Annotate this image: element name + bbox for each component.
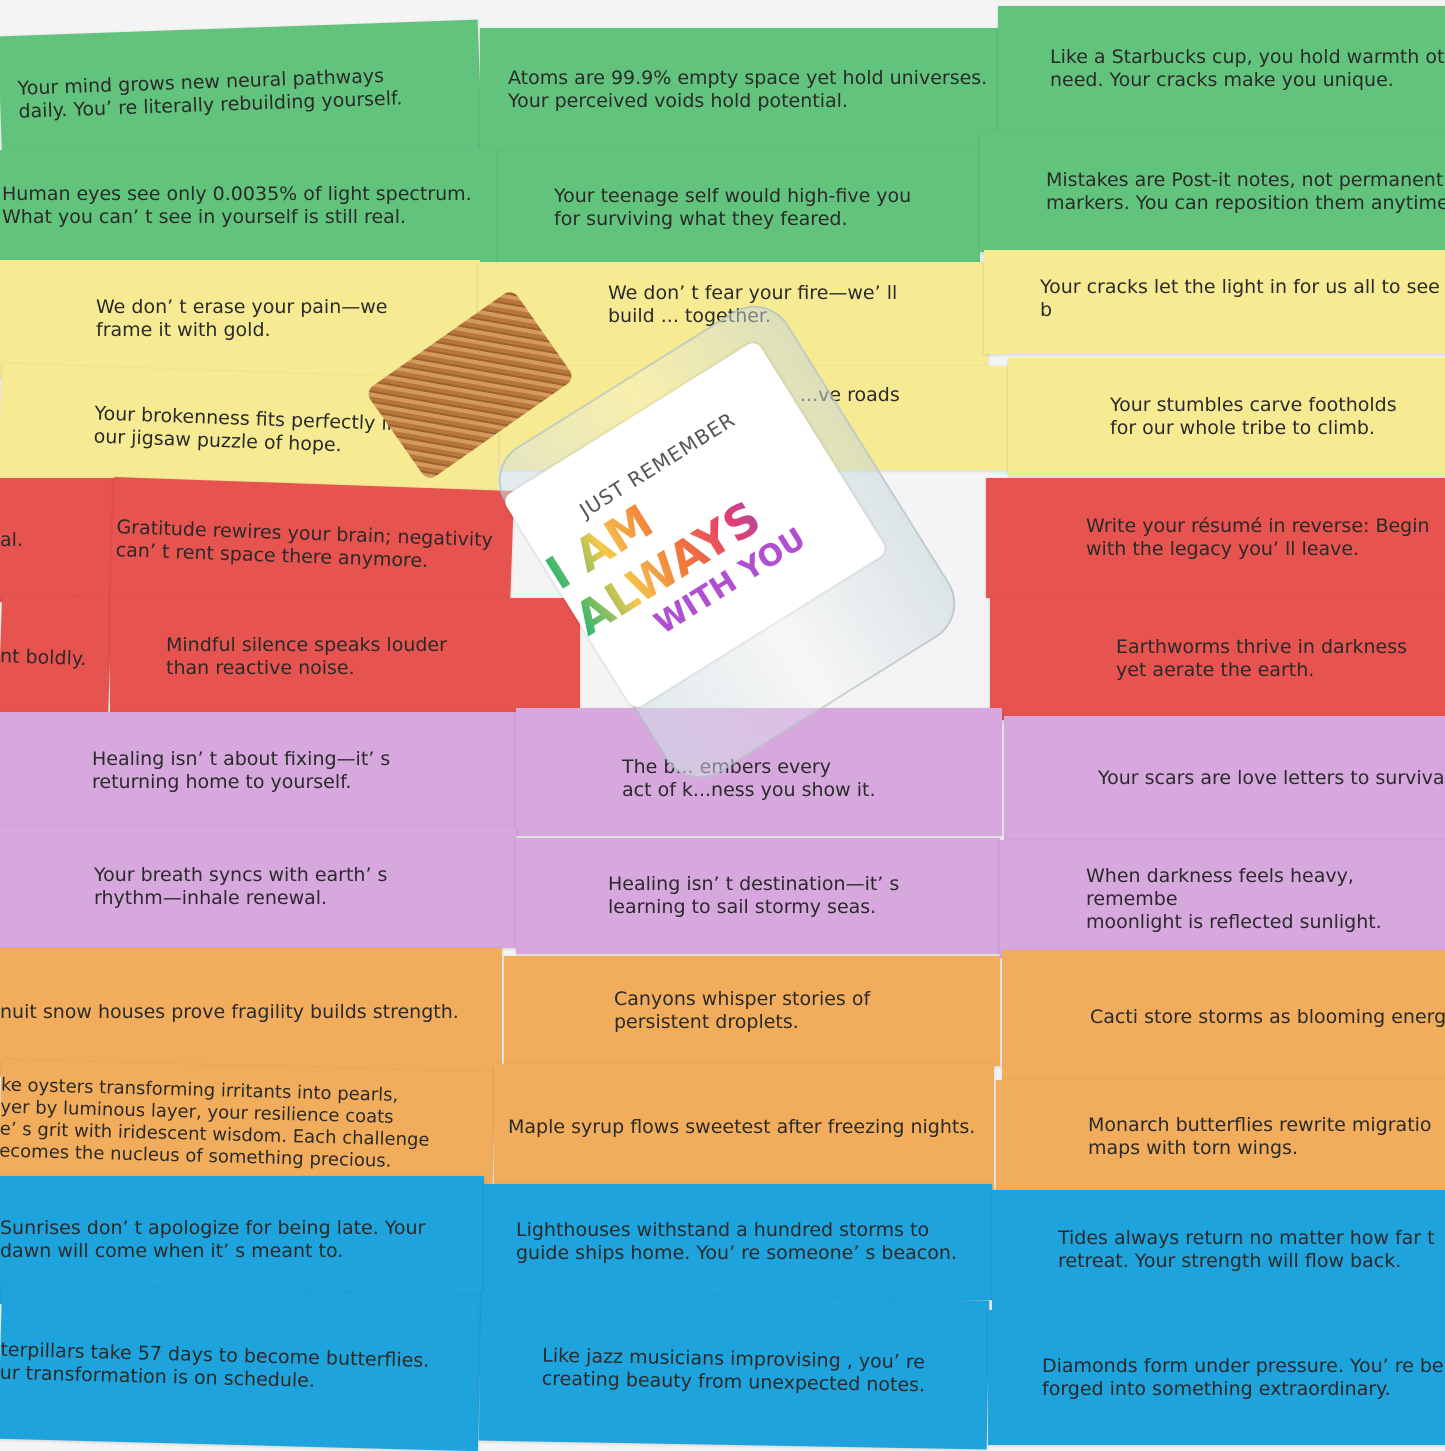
card-text: Monarch butterflies rewrite migratio map… xyxy=(1088,1114,1432,1159)
affirmation-card: Like jazz musicians improvising , you’ r… xyxy=(478,1291,990,1450)
affirmation-card: al. xyxy=(0,478,124,602)
glass-jar: JUST REMEMBER I AM ALWAYS WITH YOU xyxy=(364,288,971,794)
affirmation-card: Tides always return no matter how far t … xyxy=(992,1190,1445,1310)
affirmation-card: Write your résumé in reverse: Begin with… xyxy=(986,478,1445,598)
card-text: Your brokenness fits perfectly in our ji… xyxy=(93,402,399,457)
affirmation-card: Your stumbles carve footholds for our wh… xyxy=(1008,358,1445,476)
affirmation-card: nt boldly. xyxy=(0,594,113,722)
card-text: Diamonds form under pressure. You’ re be… xyxy=(1042,1354,1444,1400)
card-text: Lighthouses withstand a hundred storms t… xyxy=(516,1219,957,1264)
affirmation-card: nuit snow houses prove fragility builds … xyxy=(0,948,502,1076)
affirmation-card: We don’ t erase your pain—we frame it wi… xyxy=(0,260,480,378)
card-text: Healing isn’ t about fixing—it’ s return… xyxy=(92,748,391,793)
affirmation-card: Mistakes are Post-it notes, not permanen… xyxy=(980,132,1445,252)
card-text: When darkness feels heavy, remembe moonl… xyxy=(1086,864,1382,933)
card-text: Atoms are 99.9% empty space yet hold uni… xyxy=(508,67,988,112)
card-text: nuit snow houses prove fragility builds … xyxy=(0,1000,459,1023)
card-text: Your mind grows new neural pathways dail… xyxy=(17,64,403,123)
affirmation-card: Gratitude rewires your brain; negativity… xyxy=(109,477,515,615)
card-text: Like jazz musicians improvising , you’ r… xyxy=(541,1344,926,1396)
card-text: Your scars are love letters to surviva xyxy=(1098,766,1445,789)
card-text: Like a Starbucks cup, you hold warmth ot… xyxy=(1050,46,1445,91)
card-text: Mistakes are Post-it notes, not permanen… xyxy=(1046,169,1445,214)
card-text: Mindful silence speaks louder than react… xyxy=(166,634,447,679)
affirmation-card: Sunrises don’ t apologize for being late… xyxy=(0,1176,484,1304)
affirmation-card: Healing isn’ t about fixing—it’ s return… xyxy=(0,712,516,830)
card-text: Your cracks let the light in for us all … xyxy=(1040,276,1440,321)
affirmation-card: Monarch butterflies rewrite migratio map… xyxy=(996,1080,1445,1194)
affirmation-card: Cacti store storms as blooming energ xyxy=(1002,950,1445,1084)
affirmation-card: Lighthouses withstand a hundred storms t… xyxy=(484,1184,992,1300)
card-text: Maple syrup flows sweetest after freezin… xyxy=(508,1115,976,1138)
card-text: Gratitude rewires your brain; negativity… xyxy=(115,516,494,573)
card-text: Sunrises don’ t apologize for being late… xyxy=(0,1217,426,1262)
card-text: ke oysters transforming irritants into p… xyxy=(0,1074,430,1172)
card-text: Write your résumé in reverse: Begin with… xyxy=(1086,515,1430,560)
card-text: Your teenage self would high-five you fo… xyxy=(554,185,912,230)
card-text: We don’ t erase your pain—we frame it wi… xyxy=(96,296,388,341)
card-text: Your stumbles carve footholds for our wh… xyxy=(1110,394,1397,439)
card-text: nt boldly. xyxy=(0,644,87,670)
card-text: Tides always return no matter how far t … xyxy=(1058,1227,1435,1272)
affirmation-card: Like a Starbucks cup, you hold warmth ot… xyxy=(998,6,1445,132)
card-text: Your breath syncs with earth’ s rhythm—i… xyxy=(94,864,388,909)
affirmation-card: Canyons whisper stories of persistent dr… xyxy=(504,956,1000,1066)
card-text: terpillars take 57 days to become butter… xyxy=(0,1338,430,1392)
affirmation-card: Diamonds form under pressure. You’ re be… xyxy=(988,1310,1445,1445)
card-text: Cacti store storms as blooming energ xyxy=(1090,1005,1445,1028)
affirmation-card: Maple syrup flows sweetest after freezin… xyxy=(494,1064,994,1190)
affirmation-card: Your mind grows new neural pathways dail… xyxy=(0,19,483,167)
affirmation-card: Your cracks let the light in for us all … xyxy=(984,250,1445,354)
affirmation-card: Healing isn’ t destination—it’ s learnin… xyxy=(516,838,1000,954)
affirmation-card: ke oysters transforming irritants into p… xyxy=(0,1059,496,1191)
affirmation-card: Your breath syncs with earth’ s rhythm—i… xyxy=(0,826,516,948)
affirmation-card: Mindful silence speaks louder than react… xyxy=(110,598,580,716)
card-text: Canyons whisper stories of persistent dr… xyxy=(614,988,871,1033)
affirmation-card: Atoms are 99.9% empty space yet hold uni… xyxy=(480,28,1000,152)
affirmation-card: Human eyes see only 0.0035% of light spe… xyxy=(0,150,500,262)
affirmation-card: terpillars take 57 days to become butter… xyxy=(0,1283,482,1451)
affirmation-card: Your teenage self would high-five you fo… xyxy=(498,152,980,264)
affirmation-card: Earthworms thrive in darkness yet aerate… xyxy=(990,598,1445,720)
card-text: al. xyxy=(0,528,23,551)
card-text: Earthworms thrive in darkness yet aerate… xyxy=(1116,636,1408,681)
affirmation-card: Your scars are love letters to surviva xyxy=(1004,716,1445,840)
card-text: Healing isn’ t destination—it’ s learnin… xyxy=(608,873,900,918)
card-text: Human eyes see only 0.0035% of light spe… xyxy=(2,183,472,228)
affirmation-card: When darkness feels heavy, remembe moonl… xyxy=(1000,840,1445,958)
